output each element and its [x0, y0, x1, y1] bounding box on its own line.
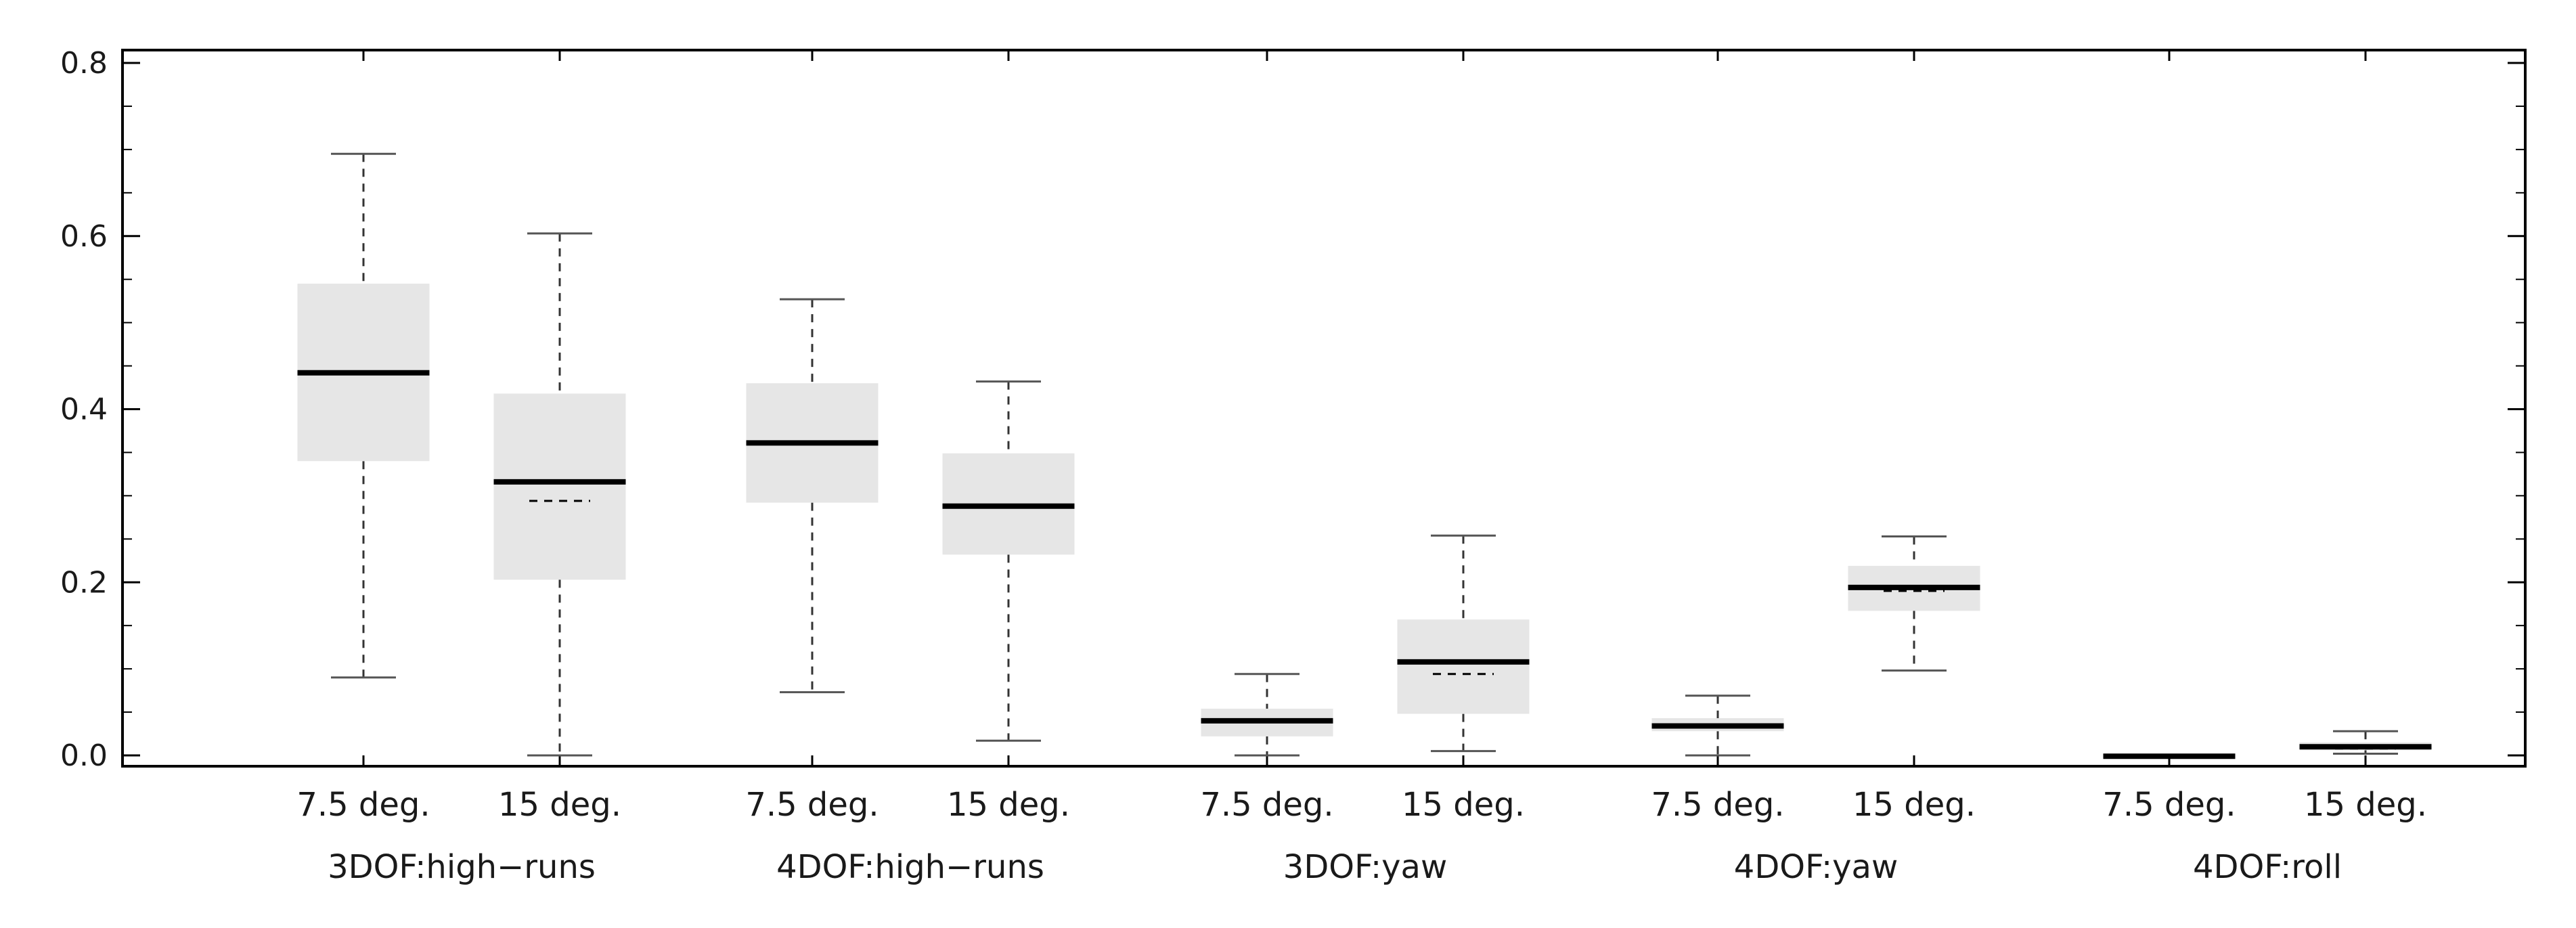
- box-label: 7.5 deg.: [296, 786, 430, 824]
- y-tick-label: 0.0: [60, 738, 108, 773]
- box-label: 15 deg.: [498, 786, 621, 824]
- group-label: 4DOF:roll: [2193, 848, 2342, 886]
- axis-labels: 0.0 0.2 0.4 0.6 0.8 7.5 deg. 15 deg. 3DOF:high−…: [60, 46, 2427, 886]
- box-iqr: [1397, 619, 1530, 714]
- y-tick-label: 0.8: [60, 46, 108, 81]
- box-label: 7.5 deg.: [1200, 786, 1333, 824]
- box-label: 7.5 deg.: [1651, 786, 1784, 824]
- plot-frame: [121, 49, 2527, 768]
- y-tick-label: 0.6: [60, 219, 108, 254]
- group-label: 3DOF:high−runs: [328, 848, 596, 886]
- box-label: 15 deg.: [1852, 786, 1976, 824]
- box-label: 7.5 deg.: [2102, 786, 2236, 824]
- box-plot-series: [297, 152, 2432, 759]
- y-tick-label: 0.2: [60, 565, 108, 600]
- group-label: 3DOF:yaw: [1283, 848, 1447, 886]
- y-tick-label: 0.4: [60, 393, 108, 427]
- group-label: 4DOF:yaw: [1734, 848, 1898, 886]
- group-label: 4DOF:high−runs: [776, 848, 1044, 886]
- box-label: 15 deg.: [2304, 786, 2427, 824]
- box-label: 15 deg.: [947, 786, 1070, 824]
- axis-ticks: [123, 50, 2525, 766]
- box-label: 7.5 deg.: [745, 786, 879, 824]
- box-label: 15 deg.: [1402, 786, 1525, 824]
- box-iqr: [493, 393, 626, 580]
